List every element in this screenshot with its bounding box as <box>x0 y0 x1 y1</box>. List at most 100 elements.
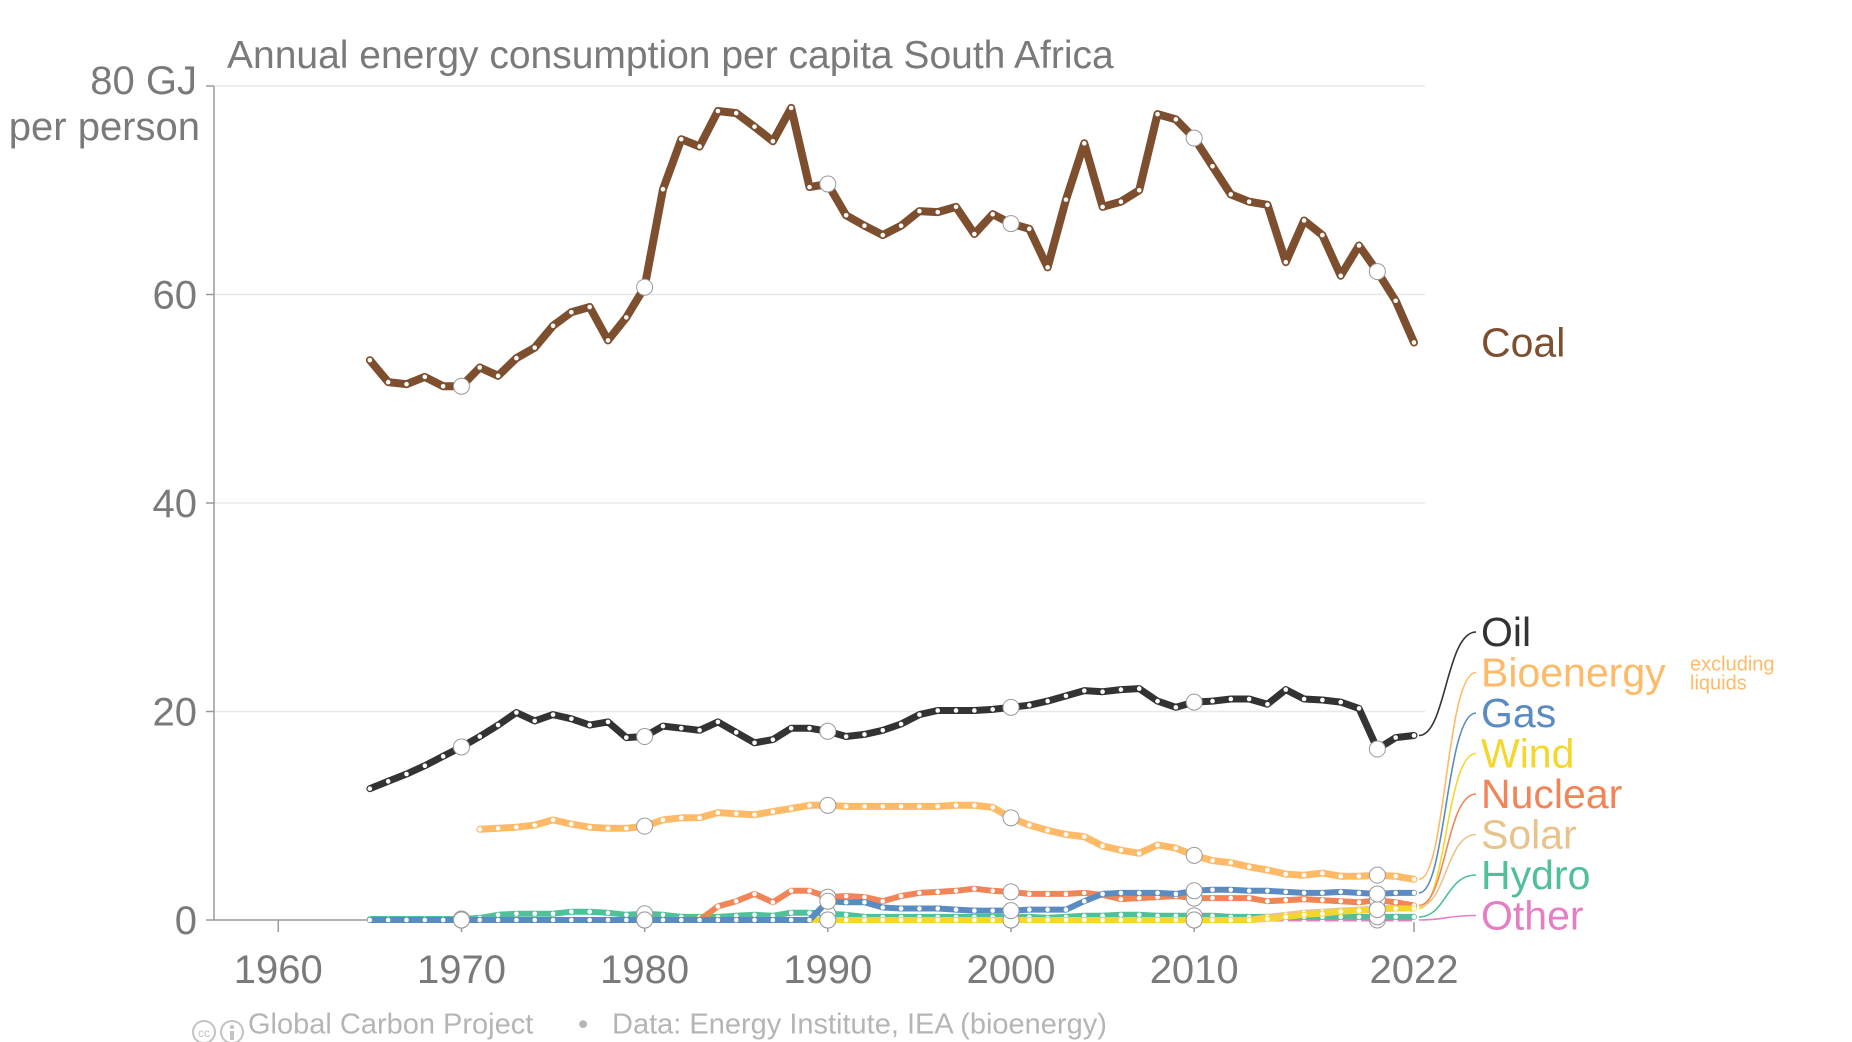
gas-point <box>843 899 849 905</box>
oil-point <box>770 737 776 742</box>
coal-point <box>1118 199 1124 205</box>
cc-license-icon: cc <box>192 1020 216 1042</box>
nuclear-point <box>1027 891 1032 897</box>
coal-point <box>636 278 654 296</box>
series-bioenergy <box>476 796 1418 884</box>
nuclear-point <box>807 888 812 894</box>
gas-point <box>422 917 428 923</box>
bioenergy-point <box>532 822 538 828</box>
nuclear-point <box>935 889 941 895</box>
y-tick-label: 60 <box>153 274 198 318</box>
wind-point <box>1301 912 1307 918</box>
hydro-point <box>605 910 611 916</box>
coal-point <box>917 208 922 214</box>
wind-point <box>1210 917 1215 923</box>
y-tick-label: 0 <box>175 899 197 943</box>
nuclear-point <box>1002 883 1020 901</box>
coal-point <box>1185 129 1203 147</box>
x-tick-label: 2022 <box>1370 948 1459 992</box>
coal-point <box>477 365 483 370</box>
hydro-point <box>514 911 519 917</box>
oil-point <box>917 712 922 717</box>
series-gas <box>366 882 1417 929</box>
bioenergy-point <box>550 817 556 823</box>
nuclear-point <box>1045 891 1050 897</box>
gas-point <box>452 911 470 929</box>
gas-point <box>788 917 794 923</box>
wind-point <box>990 917 995 923</box>
bioenergy-point <box>1002 809 1020 827</box>
gas-point <box>367 917 373 923</box>
coal-point <box>1173 117 1179 122</box>
label-oil: Oil <box>1481 609 1531 655</box>
label-note-bioenergy: excluding <box>1690 654 1775 676</box>
gas-point <box>385 917 391 923</box>
bioenergy-point <box>1356 873 1362 879</box>
gas-point <box>1320 890 1325 896</box>
gas-point <box>1173 891 1179 897</box>
hydro-line <box>366 908 1417 922</box>
wind-point <box>935 917 941 923</box>
x-tick-label: 2010 <box>1150 948 1239 992</box>
nuclear-point <box>1228 895 1234 901</box>
gas-point <box>1356 890 1362 896</box>
coal-point <box>788 105 794 111</box>
footer-separator: • <box>578 1008 588 1040</box>
wind-point <box>1283 914 1289 920</box>
bioenergy-point <box>495 825 501 831</box>
bioenergy-point <box>843 804 849 809</box>
coal-point <box>715 108 721 114</box>
gas-point <box>990 908 995 913</box>
gas-point <box>1301 890 1307 896</box>
wind-point <box>1081 917 1087 923</box>
hydro-point <box>1118 912 1124 918</box>
gridlines <box>214 85 1425 713</box>
oil-point <box>1265 701 1270 707</box>
series-oil <box>366 685 1418 793</box>
coal-point <box>752 124 757 129</box>
coal-point <box>807 184 812 190</box>
wind-point <box>1228 917 1234 923</box>
gas-point <box>514 917 519 923</box>
coal-point <box>697 144 702 149</box>
footer: cc Global Carbon Project • Data: Energy … <box>192 1008 1107 1042</box>
wind-point <box>917 917 922 923</box>
oil-point <box>660 723 666 729</box>
label-hydro: Hydro <box>1481 852 1590 898</box>
hydro-point <box>1356 914 1362 920</box>
gas-point <box>752 917 757 923</box>
gas-point <box>819 892 837 910</box>
wind-point <box>972 917 977 923</box>
oil-point <box>1002 698 1020 716</box>
oil-point <box>1246 696 1252 702</box>
gas-point <box>1265 888 1270 894</box>
coal-point <box>452 377 470 395</box>
gas-point <box>477 917 483 923</box>
wind-point <box>1411 906 1417 911</box>
label-coal: Coal <box>1481 319 1565 365</box>
bioenergy-point <box>587 824 592 830</box>
bioenergy-point <box>917 804 922 809</box>
coal-point <box>1320 232 1325 238</box>
wind-point <box>953 917 959 923</box>
oil-point <box>1155 698 1160 704</box>
gas-point <box>660 917 666 923</box>
oil-point <box>550 712 556 717</box>
coal-point <box>495 373 501 379</box>
hydro-point <box>624 912 629 918</box>
footer-data-source: Data: Energy Institute, IEA (bioenergy) <box>612 1008 1107 1040</box>
oil-point <box>752 740 757 746</box>
hydro-point <box>1136 912 1142 918</box>
bioenergy-point <box>1210 858 1215 863</box>
wind-point <box>819 911 837 929</box>
bioenergy-point <box>569 821 574 827</box>
oil-point <box>385 779 391 784</box>
nuclear-point <box>1393 899 1398 905</box>
coal-point <box>587 304 592 310</box>
nuclear-point <box>917 890 922 896</box>
gas-point <box>935 906 941 911</box>
hydro-point <box>770 913 776 919</box>
coal-point <box>1356 243 1362 248</box>
bioenergy-line <box>476 801 1418 883</box>
connector-gas <box>1418 712 1477 894</box>
